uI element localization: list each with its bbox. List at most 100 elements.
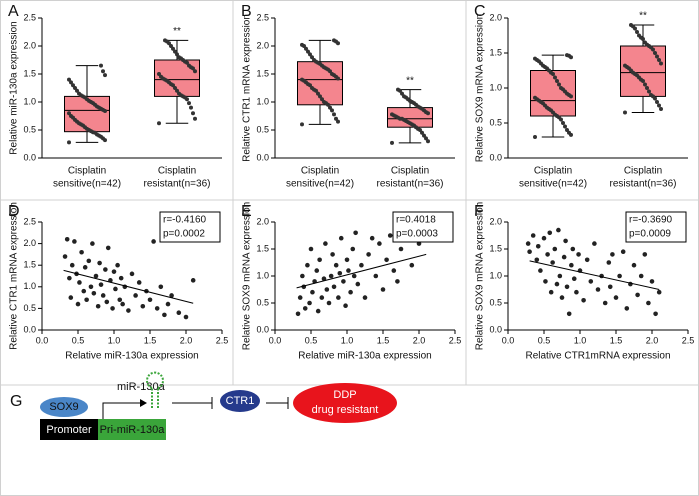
y-tick-label: 2.0 [23,40,36,50]
point [136,280,142,285]
point [310,289,315,295]
stats-text: p=0.0003 [396,229,438,240]
point [129,271,135,277]
point [79,249,84,255]
point [602,300,608,306]
point [655,100,659,104]
point [424,136,428,141]
point [120,301,125,307]
point [643,82,647,87]
point [637,33,641,38]
x-tick-label: 0.5 [72,335,85,345]
x-tick-label: 2.0 [180,335,193,345]
point [93,273,99,279]
point [328,105,332,110]
y-tick-label: 2.0 [256,40,269,50]
point [653,51,657,55]
point [320,97,324,102]
ddp-shape [293,383,397,423]
point [117,297,123,303]
y-axis-label: Relative SOX9 mRNA expression [475,202,486,350]
point [77,91,81,96]
y-tick-label: 0.0 [256,152,269,162]
point [310,55,314,60]
point [623,110,627,115]
point [81,288,87,294]
point [177,91,181,96]
x-tick-label: resistant(n=36) [144,179,211,190]
y-tick-label: 2.0 [23,238,36,248]
point [169,44,173,48]
x-tick-label: sensitive(n=42) [286,179,354,190]
y-tick-label: 1.5 [489,243,502,253]
point [173,49,177,54]
point [158,284,164,290]
point [307,300,312,306]
point [183,314,189,320]
point [535,244,541,249]
point [366,252,371,257]
y-axis-label: Relative SOX9 mRNA expression [242,202,253,350]
point [86,258,92,264]
point [350,246,356,252]
x-tick-label: 1.0 [341,335,354,345]
point [561,121,565,125]
point [565,53,569,58]
y-tick-label: 0.5 [256,124,269,134]
point [527,249,532,254]
point [64,236,70,242]
diagram: G SOX9 Promoter Pri-miR-130a miR-130a CT… [10,371,397,440]
box [387,107,433,128]
point [113,286,118,292]
point [297,295,303,300]
y-tick-label: 0.5 [256,297,269,307]
point [595,287,601,292]
y-tick-label: 2.5 [23,216,36,226]
y-tick-label: 2.0 [489,216,502,226]
trend-line [63,269,194,304]
x-tick-label: 0.5 [305,335,318,345]
point [91,290,97,296]
point [341,279,346,284]
x-tick-label: 1.0 [108,335,121,345]
point [643,40,647,45]
point [300,122,304,127]
point [564,284,570,290]
y-tick-label: 0.0 [489,152,502,162]
point [373,273,379,279]
point [157,121,161,126]
point [563,238,568,244]
point [154,306,160,311]
point [315,308,321,314]
point [657,58,661,62]
point [642,252,648,257]
point [336,295,341,300]
point [67,111,71,116]
point [631,262,637,268]
y-tick-label: 2.5 [23,12,36,22]
point [355,281,361,287]
point [157,72,161,76]
point [62,254,68,259]
point [324,287,330,292]
point [111,269,117,274]
y-tick-label: 1.5 [489,47,502,57]
x-tick-label: 0.5 [538,335,551,345]
sox9-shape [40,397,88,417]
panel-label: G [10,393,22,410]
point [655,54,659,59]
point [396,87,400,92]
point [101,69,105,74]
ctr1-label: CTR1 [226,395,255,407]
x-tick-label: Cisplatin [68,166,106,177]
point [592,241,597,246]
point [193,116,197,121]
point [362,295,368,300]
point [169,293,174,298]
hairpin [146,371,164,408]
ddp-label: DDP [333,389,356,401]
point [548,289,554,295]
y-tick-label: 0.5 [489,117,502,127]
y-tick-label: 2.0 [489,12,502,22]
point [547,230,553,236]
